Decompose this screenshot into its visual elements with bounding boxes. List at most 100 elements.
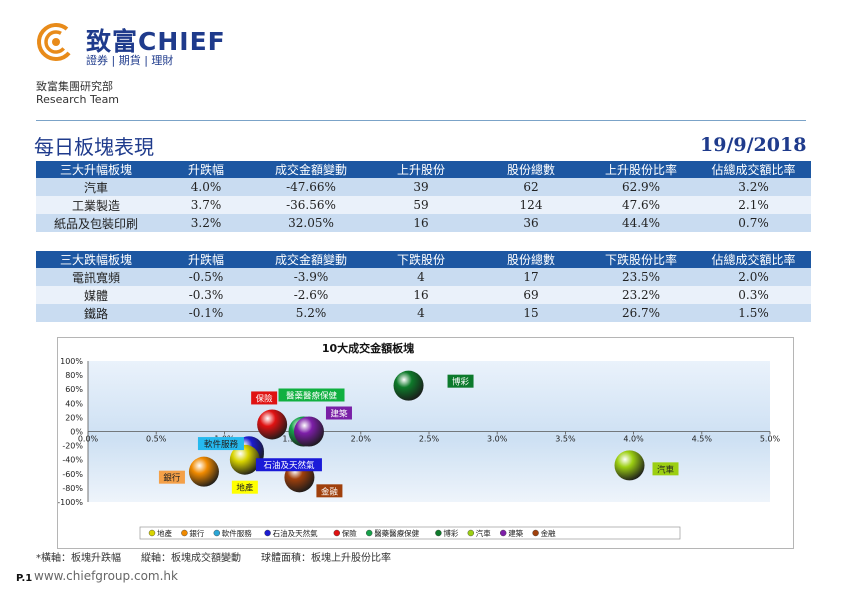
x-tick-label: 0.5% [146,435,167,444]
y-tick-label: 80% [65,371,83,380]
y-tick-label: -20% [62,442,83,451]
table-cell: 39 [366,178,476,196]
column-header: 三大跌幅板塊 [36,251,156,268]
table-cell: 23.5% [586,268,696,286]
bubble-data-label: 醫藥醫療保健 [286,391,338,402]
table-cell: -3.9% [256,268,366,286]
table-cell: 47.6% [586,196,696,214]
legend-marker [435,529,442,537]
bubble-data-label: 金融 [321,486,339,497]
column-header: 上升股份 [366,161,476,178]
top-gainers-table: 三大升幅板塊 升跌幅 成交金額變動 上升股份 股份總數 上升股份比率 佔總成交額… [36,161,811,232]
table-cell: -0.3% [156,286,256,304]
table-cell: 汽車 [36,178,156,196]
table-header-row: 三大升幅板塊 升跌幅 成交金額變動 上升股份 股份總數 上升股份比率 佔總成交額… [36,161,811,178]
bubble-data-label-box [447,374,474,388]
bubble-data-label: 保險 [256,393,274,404]
bubble-point [293,416,324,447]
table-cell: 36 [476,214,586,232]
bubble-data-label: 石油及天然氣 [263,460,315,471]
table-cell: 16 [366,214,476,232]
chart-legend-box [139,526,681,540]
x-tick-label: 0.0% [78,435,99,444]
bubble-data-label-box [278,388,345,402]
y-tick-label: 20% [65,413,83,422]
company-logo-icon [37,23,75,61]
table-row: 汽車 4.0% -47.66% 39 62 62.9% 3.2% [36,178,811,196]
column-header: 三大升幅板塊 [36,161,156,178]
table-cell: 1.5% [696,304,811,322]
legend-marker [181,529,188,537]
legend-marker [532,529,539,537]
table-row: 紙品及包裝印刷 3.2% 32.05% 16 36 44.4% 0.7% [36,214,811,232]
column-header: 成交金額變動 [256,251,366,268]
table-cell: -0.1% [156,304,256,322]
table-cell: 16 [366,286,476,304]
column-header: 上升股份比率 [586,161,696,178]
table-cell: 4 [366,268,476,286]
x-tick-label: 4.0% [623,435,644,444]
legend-marker [264,529,271,537]
table-cell: 0.3% [696,286,811,304]
website-link[interactable]: www.chiefgroup.com.hk [34,569,178,583]
bubble-data-label-box [231,480,258,494]
page-number: P.1 [16,573,33,584]
y-tick-label: -40% [62,456,83,465]
bubble-chart: 10大成交金額板塊 100% 80% 60% 40% 20% 0% -20% -40% -60%… [57,341,781,540]
brand-name: 致富CHIEF [86,27,226,56]
table-cell: -36.56% [256,196,366,214]
bubble-point [614,450,645,481]
x-tick-label: 2.0% [351,435,372,444]
column-header: 股份總數 [476,161,586,178]
bubble-data-label-box [652,462,679,476]
legend-marker [366,529,373,537]
legend-marker [333,529,340,537]
table-cell: 4 [366,304,476,322]
legend-label: 保險 [342,528,357,538]
x-tick-label: 4.5% [692,435,713,444]
bubble-data-label: 汽車 [657,464,675,475]
table-cell: 23.2% [586,286,696,304]
legend-label: 金融 [541,528,557,538]
page-title: 每日板塊表現 [34,135,154,159]
y-tick-label: 40% [65,399,83,408]
table-cell: 124 [476,196,586,214]
table-cell: 3.7% [156,196,256,214]
column-header: 下跌股份比率 [586,251,696,268]
legend-marker [467,529,474,537]
legend-label: 醫藥醫療保健 [374,528,419,538]
column-header: 股份總數 [476,251,586,268]
legend-label: 銀行 [189,528,204,538]
table-cell: 5.2% [256,304,366,322]
top-losers-table: 三大跌幅板塊 升跌幅 成交金額變動 下跌股份 股份總數 下跌股份比率 佔總成交額… [36,251,811,322]
bubble-data-label-box [316,484,343,498]
table-cell: 2.1% [696,196,811,214]
y-tick-label: 60% [65,385,83,394]
table-cell: 17 [476,268,586,286]
table-cell: -0.5% [156,268,256,286]
table-cell: 工業製造 [36,196,156,214]
bubble-data-label-box [158,470,185,484]
bubble-data-label: 建築 [330,409,348,420]
chart-title: 10大成交金額板塊 [322,341,414,355]
bubble-data-label-box [255,458,322,472]
chart-footnote: *橫軸：板塊升跌幅 縱軸：板塊成交額變動 球體面積：板塊上升股份比率 [36,553,391,564]
table-cell: 4.0% [156,178,256,196]
legend-marker [213,529,221,537]
table-cell: 59 [366,196,476,214]
bubble-data-label-box [251,391,278,405]
table-cell: 3.2% [696,178,811,196]
x-tick-label: 5.0% [760,435,781,444]
table-cell: 媒體 [36,286,156,304]
column-header: 升跌幅 [156,251,256,268]
table-cell: -47.66% [256,178,366,196]
table-cell: 69 [476,286,586,304]
table-row: 媒體 -0.3% -2.6% 16 69 23.2% 0.3% [36,286,811,304]
table-cell: 3.2% [156,214,256,232]
y-tick-label: -80% [62,484,83,493]
y-tick-label: -100% [58,498,83,507]
table-cell: 15 [476,304,586,322]
table-cell: 62 [476,178,586,196]
brand-tagline: 證券 | 期貨 | 理財 [86,54,174,67]
bubble-data-label: 地產 [236,483,254,494]
